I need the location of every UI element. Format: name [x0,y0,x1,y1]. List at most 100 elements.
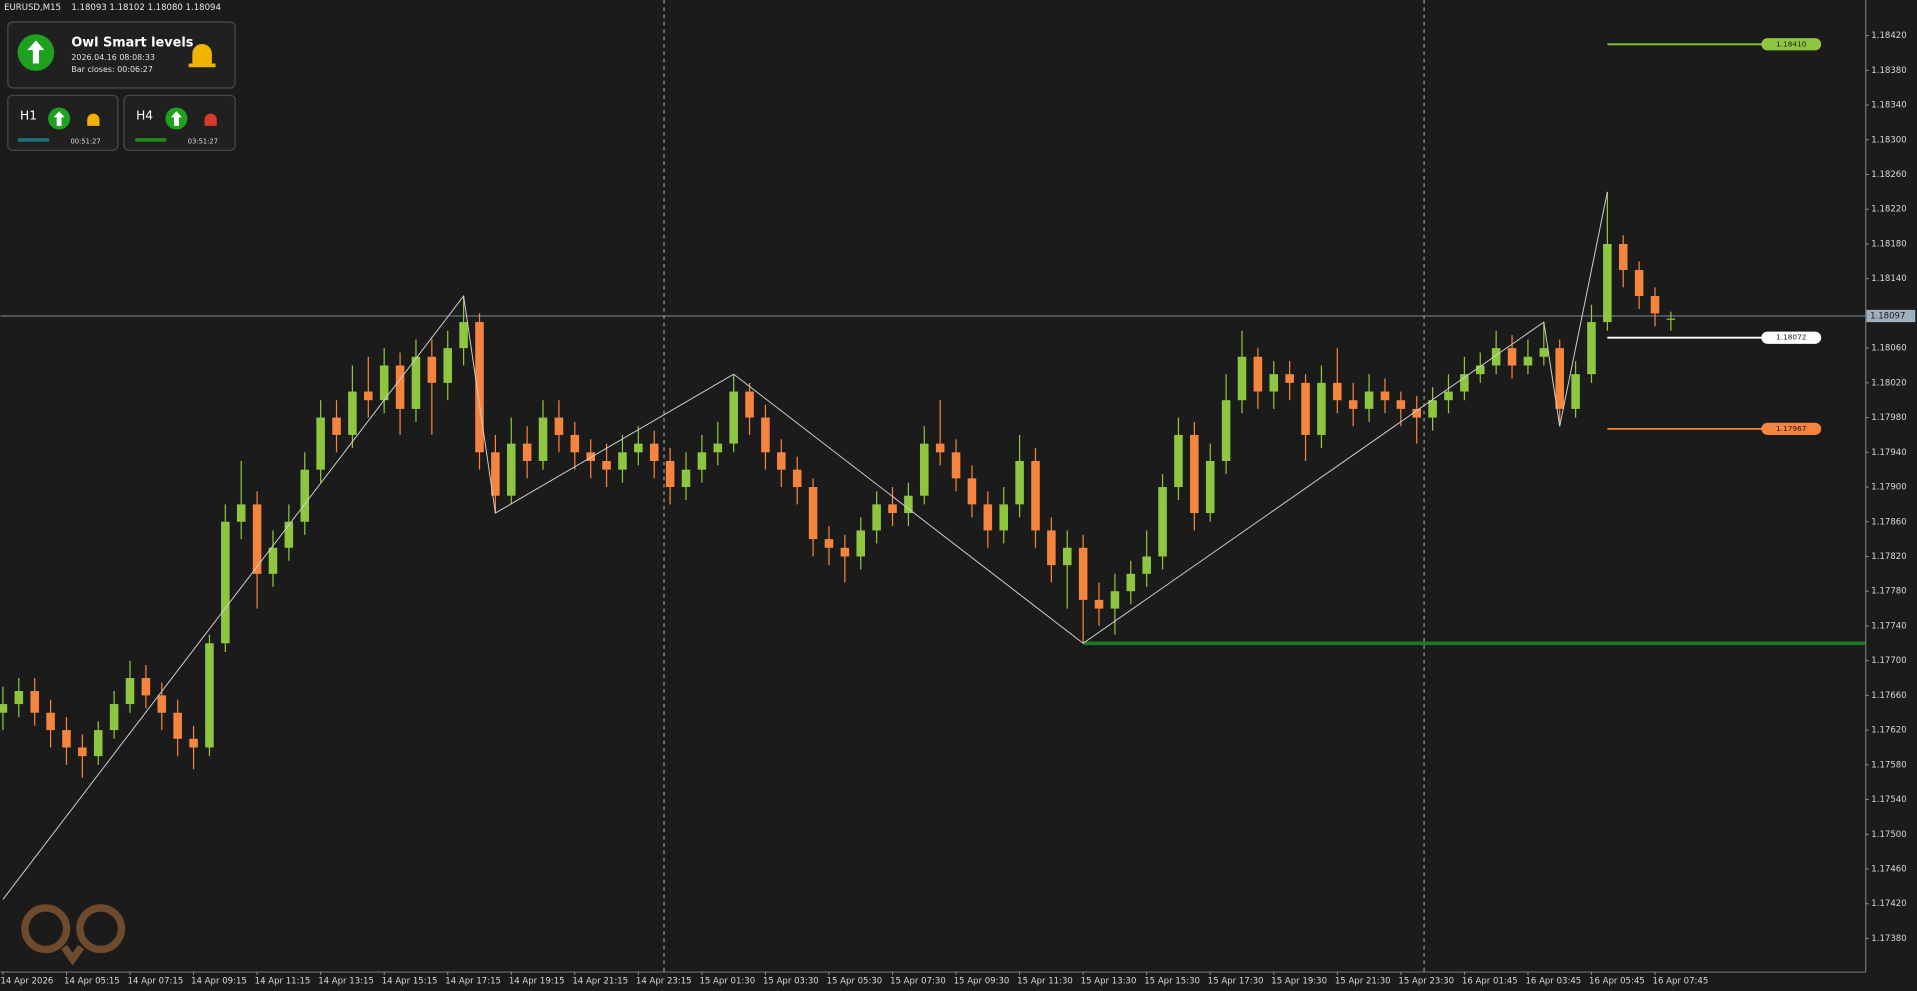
x-tick-label: 14 Apr 11:15 [255,977,311,987]
alarm-base [188,63,216,68]
y-tick-label: 1.18060 [1871,344,1906,354]
candle-body [459,322,468,349]
candle-body [888,504,897,514]
candle-body [1221,400,1231,461]
candle-body [522,443,532,461]
y-tick-label: 1.18020 [1871,378,1906,388]
x-tick-label: 15 Apr 11:30 [1017,977,1073,987]
candle-body [618,452,627,470]
arrow [53,111,65,126]
x-tick-label: 15 Apr 03:30 [763,977,819,987]
candle-body [745,391,754,418]
candle-body [1634,269,1644,297]
candle-body [443,348,453,383]
y-tick-label: 1.17540 [1871,795,1906,805]
candle-body [808,487,818,540]
candle-body [395,365,405,409]
candle-body [1555,348,1564,409]
y-tick-label: 1.18140 [1871,274,1906,284]
y-tick-label: 1.17740 [1871,621,1906,631]
candle-body [872,504,881,531]
y-tick-label: 1.17420 [1871,899,1906,909]
y-tick-label: 1.17940 [1871,448,1906,458]
candle-body [1650,296,1660,314]
x-tick-label: 15 Apr 05:30 [827,977,883,987]
x-tick-label: 15 Apr 17:30 [1208,977,1264,987]
x-tick-label: 16 Apr 03:45 [1525,977,1581,987]
candle-body [729,391,738,444]
candle-body [681,469,691,488]
candle-body [1618,243,1628,270]
candle-body [1110,591,1120,609]
frame-name: H4 [136,109,153,123]
level-label: 1.18410 [1776,39,1807,48]
candle-body [379,365,389,401]
candle-body [951,452,961,479]
candle-body [935,443,945,453]
x-tick-label: 15 Apr 13:30 [1081,977,1137,987]
y-tick-label: 1.17660 [1871,691,1906,701]
alarm-icon [204,113,217,126]
candle-body [1333,382,1342,401]
candle-body [1285,374,1294,383]
candle-body [252,504,262,574]
candle-body [141,678,151,696]
candle-body [332,417,341,435]
y-tick-label: 1.18340 [1871,101,1906,111]
alarm-icon [192,43,212,64]
x-tick-label: 16 Apr 07:45 [1653,977,1709,987]
x-tick-label: 14 Apr 19:15 [509,977,565,987]
frame-time: 03:51:27 [188,138,218,146]
candle-body [1603,243,1612,323]
y-tick-label: 1.17780 [1871,587,1906,597]
candle-body [1047,530,1056,566]
candle-body [1666,318,1676,320]
y-tick-label: 1.17460 [1871,865,1906,875]
x-tick-label: 14 Apr 21:15 [572,977,628,987]
candle-body [602,460,611,470]
y-tick-label: 1.18420 [1871,31,1906,41]
candle-body [792,469,802,488]
candle-body [570,434,580,453]
candle-body [1031,460,1040,531]
candle-body [78,747,87,757]
candle-body [1428,400,1437,418]
y-tick-label: 1.18260 [1871,170,1906,180]
owl-panel: Owl Smart levels 2026.04.16 08:08:33 Bar… [7,21,236,151]
level-pill [1761,38,1822,51]
candle-body [1174,434,1183,488]
candle-body [1587,322,1596,375]
candle-body [713,443,723,453]
y-tick-label: 1.18300 [1871,135,1906,145]
candle-body [1539,348,1549,357]
y-tick-label: 1.17820 [1871,552,1906,562]
x-tick-label: 14 Apr 07:15 [128,977,184,987]
candle-body [0,704,8,713]
panel-title: Owl Smart levels [71,35,193,50]
candle-body [761,417,770,453]
candle-body [634,443,643,453]
candle-body [236,504,246,522]
candle-body [1301,382,1310,435]
frame-time: 00:51:27 [71,138,101,146]
candle-body [1205,460,1215,514]
x-tick-label: 15 Apr 19:30 [1271,977,1327,987]
y-tick-label: 1.18380 [1871,66,1906,76]
candle-body [93,730,103,757]
candle-body [1491,348,1501,366]
candle-body [983,504,993,531]
candle-body [268,547,278,574]
level-pill [1761,422,1822,435]
candle-body [586,452,595,461]
candle-body [904,495,913,514]
candle-body [1078,547,1088,600]
y-tick-label: 1.17580 [1871,760,1906,770]
x-tick-label: 15 Apr 07:30 [890,977,946,987]
candle-body [1269,374,1279,392]
candle-body [1507,348,1517,366]
candle-body [411,356,421,409]
x-tick-label: 14 Apr 23:15 [636,977,692,987]
candle-body [1444,391,1453,401]
level-label: 1.18072 [1776,333,1806,342]
candle-body [697,452,707,470]
